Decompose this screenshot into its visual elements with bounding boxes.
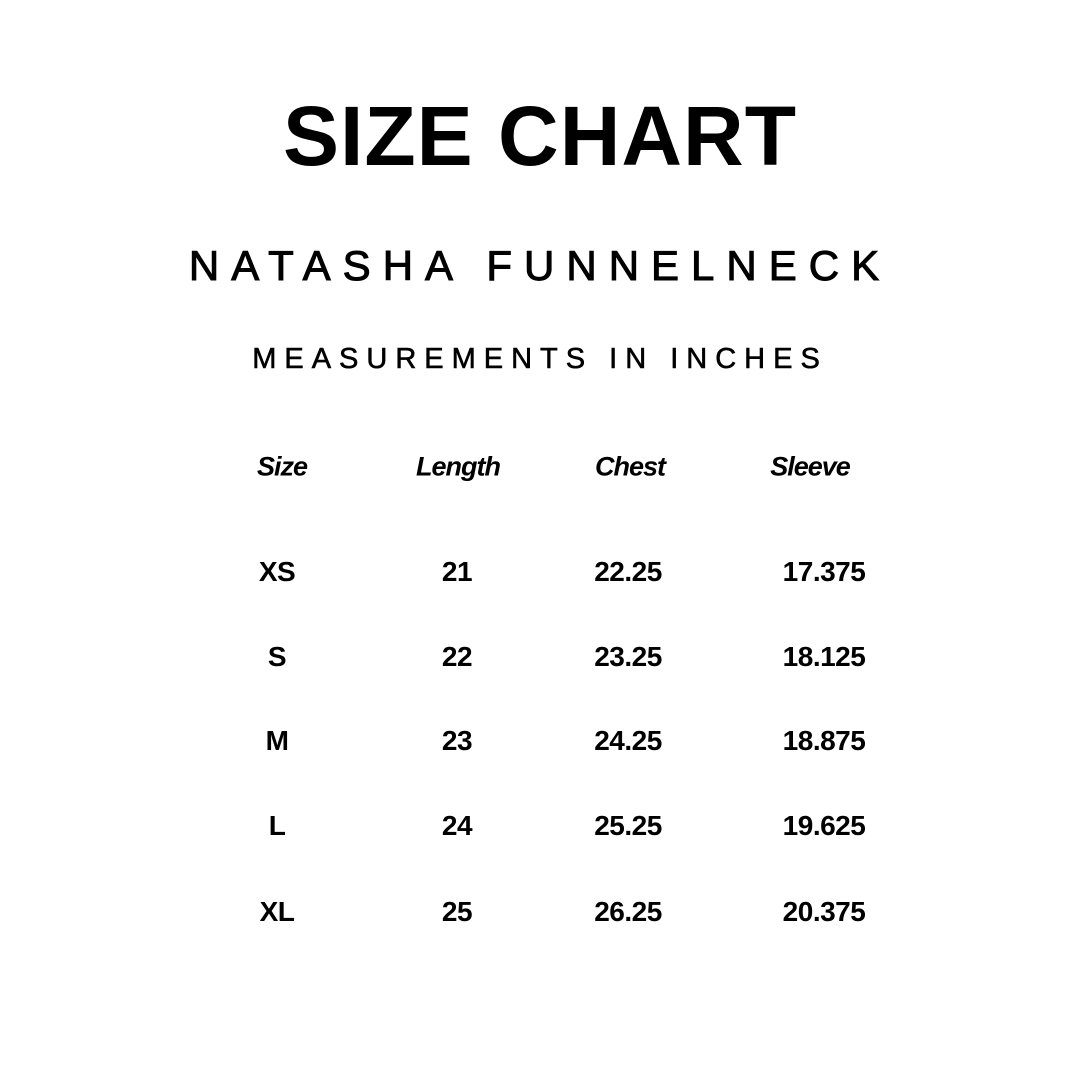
units-note: MEASUREMENTS IN INCHES <box>252 343 828 376</box>
measurement-cell: 26.25 <box>594 896 662 927</box>
column-header: Size <box>256 451 308 482</box>
size-label: L <box>268 810 286 841</box>
page-title: SIZE CHART <box>283 89 797 183</box>
size-label: M <box>265 725 289 756</box>
measurement-cell: 20.375 <box>782 896 866 927</box>
measurement-cell: 21 <box>441 556 473 587</box>
measurement-cell: 25.25 <box>594 810 662 841</box>
column-header: Sleeve <box>770 451 851 482</box>
measurement-cell: 18.125 <box>782 641 866 672</box>
measurement-cell: 23.25 <box>594 641 662 672</box>
measurement-cell: 23 <box>441 725 473 756</box>
size-label: XL <box>259 896 295 927</box>
measurement-cell: 22 <box>441 641 473 672</box>
measurement-cell: 25 <box>441 896 473 927</box>
measurement-cell: 18.875 <box>782 725 866 756</box>
measurement-cell: 24 <box>441 810 473 841</box>
column-header: Length <box>416 451 501 482</box>
product-name: NATASHA FUNNELNECK <box>188 242 892 290</box>
column-header: Chest <box>594 451 666 482</box>
size-label: S <box>267 641 287 672</box>
size-label: XS <box>258 556 296 587</box>
measurement-cell: 22.25 <box>594 556 662 587</box>
measurement-cell: 17.375 <box>782 556 866 587</box>
measurement-cell: 19.625 <box>782 810 866 841</box>
measurement-cell: 24.25 <box>594 725 662 756</box>
